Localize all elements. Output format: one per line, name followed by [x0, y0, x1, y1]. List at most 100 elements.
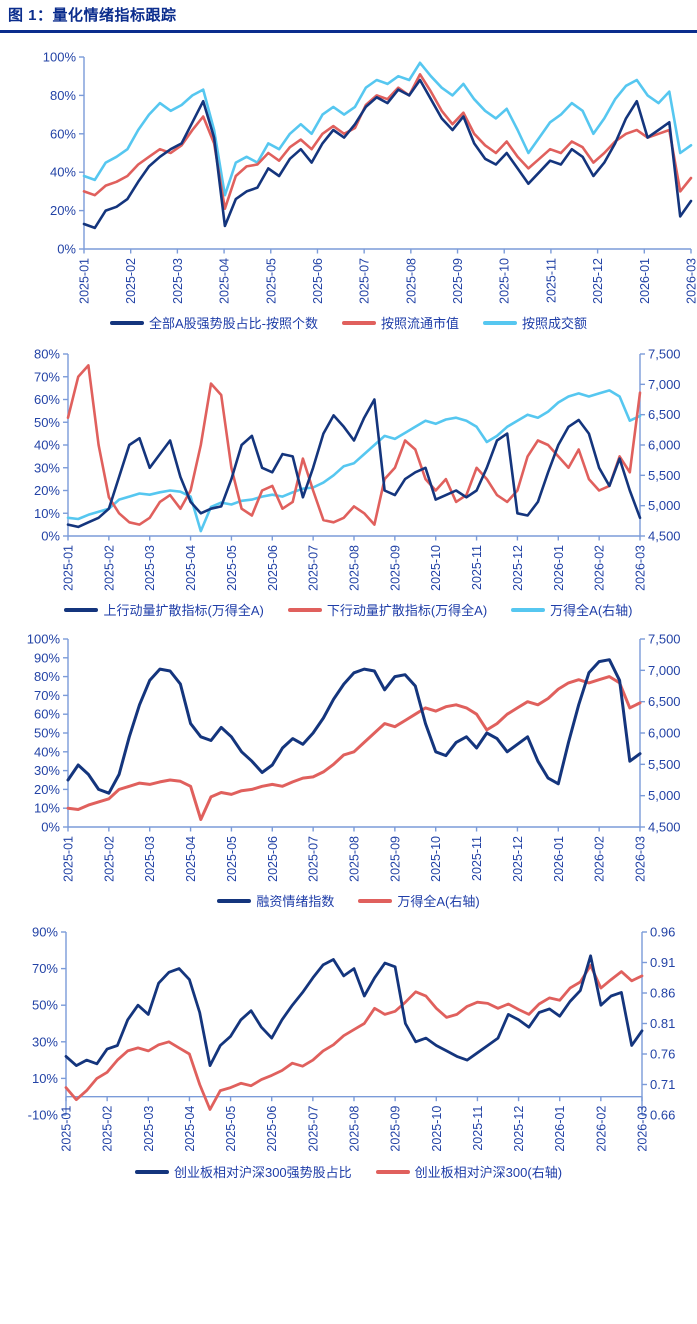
series-line-navy — [66, 658, 642, 795]
x-axis-label: 2025-02 — [124, 258, 138, 304]
x-axis-label: 2025-10 — [430, 1106, 444, 1152]
right-axis-label: 4,500 — [648, 529, 681, 544]
left-axis-label: 40% — [34, 438, 60, 453]
x-axis-label: 2025-05 — [225, 545, 239, 591]
right-axis-label: 6,000 — [648, 726, 681, 741]
left-axis-label: 30% — [32, 1034, 58, 1049]
x-axis-label: 2025-08 — [348, 545, 362, 591]
x-axis-label: 2025-12 — [511, 545, 525, 591]
right-axis-label: 7,000 — [648, 663, 681, 678]
x-axis-label: 2025-04 — [184, 545, 198, 591]
x-axis-label: 2025-10 — [429, 836, 443, 882]
x-axis-label: 2026-03 — [634, 836, 648, 882]
legend-swatch-navy — [64, 607, 99, 612]
legend-label: 万得全A(右轴) — [550, 603, 633, 618]
x-axis-label: 2025-11 — [470, 836, 484, 881]
right-axis-label: 5,500 — [648, 468, 681, 483]
legend-swatch-navy — [134, 1169, 169, 1174]
legend-item: 创业板相对沪深300(右轴) — [375, 1162, 562, 1181]
left-axis-label: 30% — [34, 763, 60, 778]
series-line-sky — [82, 61, 693, 197]
legend-swatch-navy — [217, 898, 252, 903]
x-axis-label: 2025-01 — [62, 545, 76, 591]
chart-3-canvas: 0% 10% 20% 30% 40% 50% 60% 70% 80% 90% 100% 4,500 5,… — [27, 632, 681, 882]
right-axis-label: 6,500 — [648, 407, 681, 422]
x-axis-label: 2025-12 — [511, 836, 525, 882]
x-axis-label: 2025-09 — [388, 836, 402, 882]
series-line-red — [64, 964, 644, 1111]
left-axis-label: 70% — [34, 369, 60, 384]
chart-2-legend: 上行动量扩散指标(万得全A) 下行动量扩散指标(万得全A) 万得全A(右轴) — [0, 600, 697, 619]
series-line-red — [82, 72, 693, 210]
right-axis-label: 6,000 — [648, 438, 681, 453]
right-axis-label: 0.76 — [650, 1047, 675, 1062]
x-axis-label: 2025-10 — [429, 545, 443, 591]
left-axis-label: 0% — [41, 820, 60, 835]
legend-swatch-navy — [109, 320, 144, 325]
chart-4-canvas: -10% 10% 30% 50% 70% 90% 0.66 0.71 0.76 0.81 0.86 0… — [28, 925, 676, 1152]
x-axis-label: 2026-02 — [593, 545, 607, 591]
right-axis-label: 0.96 — [650, 925, 675, 940]
x-axis-label: 2025-01 — [78, 258, 92, 304]
left-axis-label: 60% — [34, 707, 60, 722]
chart-block-strong-stock-ratio: 0% 20% 40% 60% 80% 100% 2025-01 2025-02 2025-03 2… — [0, 43, 697, 332]
left-axis-label: 90% — [34, 650, 60, 665]
x-axis-label: 2025-04 — [184, 836, 198, 882]
left-axis-label: 90% — [32, 925, 58, 940]
legend-item: 上行动量扩散指标(万得全A) — [64, 600, 264, 619]
x-axis-label: 2025-10 — [498, 258, 512, 304]
right-axis-label: 0.66 — [650, 1108, 675, 1123]
left-axis-label: 10% — [32, 1071, 58, 1086]
x-axis-label: 2026-03 — [685, 258, 697, 304]
x-axis-label: 2025-09 — [451, 258, 465, 304]
x-axis-label: 2025-11 — [471, 1106, 485, 1151]
legend-swatch-red — [287, 607, 322, 612]
x-axis-label: 2025-05 — [264, 258, 278, 304]
right-axis-label: 0.71 — [650, 1077, 675, 1092]
x-axis-label: 2026-03 — [634, 545, 648, 591]
legend-label: 按照成交额 — [522, 316, 588, 331]
left-axis-label: 50% — [34, 415, 60, 430]
chart-1-legend: 全部A股强势股占比-按照个数 按照流通市值 按照成交额 — [0, 313, 697, 332]
left-axis-label: 40% — [34, 744, 60, 759]
left-axis-label: 80% — [34, 669, 60, 684]
legend-swatch-sky — [483, 320, 517, 325]
right-axis-label: 6,500 — [648, 694, 681, 709]
legend-item: 融资情绪指数 — [217, 891, 334, 910]
x-axis-label: 2025-04 — [218, 258, 232, 304]
legend-item: 按照成交额 — [483, 313, 587, 332]
legend-item: 万得全A(右轴) — [358, 891, 480, 910]
right-axis-label: 7,500 — [648, 632, 681, 647]
left-axis-label: 30% — [34, 460, 60, 475]
chart-block-chinext-vs-hs300: -10% 10% 30% 50% 70% 90% 0.66 0.71 0.76 0.81 0.86 0… — [0, 920, 697, 1181]
report-figure: 图 1：量化情绪指标跟踪 0% 20% 40% 60% 80% 100% 2025-01 20… — [0, 0, 697, 1181]
legend-item: 创业板相对沪深300强势股占比 — [134, 1162, 352, 1181]
left-axis-label: 60% — [50, 126, 76, 141]
right-axis-label: 0.86 — [650, 986, 675, 1001]
figure-header: 图 1：量化情绪指标跟踪 — [0, 0, 697, 33]
x-axis-label: 2025-03 — [171, 258, 185, 304]
legend-swatch-red — [341, 320, 376, 325]
x-axis-label: 2025-11 — [544, 258, 558, 303]
x-axis-label: 2025-09 — [389, 1106, 403, 1152]
right-axis-label: 0.91 — [650, 955, 675, 970]
legend-item: 万得全A(右轴) — [511, 600, 633, 619]
x-axis-label: 2025-08 — [404, 258, 418, 304]
left-axis-label: 70% — [34, 688, 60, 703]
x-axis-label: 2025-07 — [358, 258, 372, 304]
x-axis-label: 2025-03 — [143, 836, 157, 882]
x-axis-label: 2025-06 — [311, 258, 325, 304]
legend-label: 融资情绪指数 — [256, 894, 335, 909]
legend-label: 万得全A(右轴) — [397, 894, 480, 909]
series-line-sky — [66, 389, 642, 533]
right-axis-label: 7,000 — [648, 377, 681, 392]
series-line-navy — [64, 954, 644, 1068]
legend-label: 创业板相对沪深300强势股占比 — [173, 1165, 352, 1180]
legend-swatch-sky — [511, 607, 546, 612]
legend-label: 全部A股强势股占比-按照个数 — [148, 316, 318, 331]
right-axis-label: 4,500 — [648, 820, 681, 835]
figure-title: 图 1：量化情绪指标跟踪 — [8, 7, 177, 24]
x-axis-label: 2026-01 — [552, 545, 566, 591]
left-axis-label: 50% — [32, 998, 58, 1013]
series-line-navy — [66, 398, 642, 529]
